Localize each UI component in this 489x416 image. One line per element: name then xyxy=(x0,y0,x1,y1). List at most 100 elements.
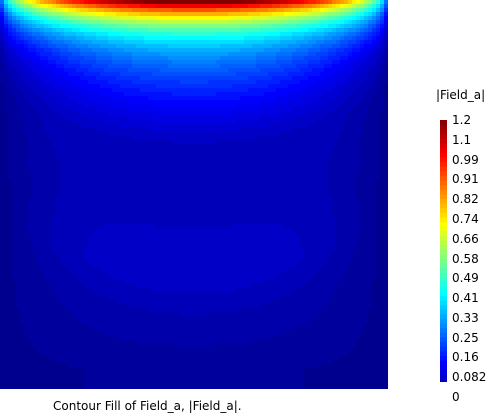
contour-cell xyxy=(260,120,265,125)
contour-cell xyxy=(160,48,165,53)
contour-cell xyxy=(108,64,113,69)
contour-cell xyxy=(152,12,157,17)
contour-cell xyxy=(72,168,77,173)
contour-cell xyxy=(240,12,245,17)
contour-cell xyxy=(260,36,265,41)
contour-cell xyxy=(316,16,321,21)
contour-cell xyxy=(224,196,229,201)
contour-cell xyxy=(384,64,388,69)
contour-cell xyxy=(44,60,49,65)
contour-cell xyxy=(216,136,221,141)
contour-cell xyxy=(8,148,13,153)
contour-cell xyxy=(132,24,137,29)
contour-cell xyxy=(344,184,349,189)
contour-cell xyxy=(140,100,145,105)
contour-cell xyxy=(280,96,285,101)
contour-cell xyxy=(20,132,25,137)
contour-cell xyxy=(0,156,5,161)
contour-cell xyxy=(312,124,317,129)
contour-cell xyxy=(128,176,133,181)
contour-cell xyxy=(284,124,289,129)
contour-cell xyxy=(108,68,113,73)
contour-cell xyxy=(224,112,229,117)
contour-cell xyxy=(248,40,253,45)
contour-cell xyxy=(340,28,345,33)
contour-cell xyxy=(136,20,141,25)
contour-cell xyxy=(12,72,17,77)
contour-cell xyxy=(44,96,49,101)
contour-cell xyxy=(292,176,297,181)
contour-cell xyxy=(208,20,213,25)
contour-cell xyxy=(272,144,277,149)
contour-cell xyxy=(92,0,97,5)
contour-cell xyxy=(372,136,377,141)
contour-cell xyxy=(124,40,129,45)
contour-cell xyxy=(80,192,85,197)
contour-cell xyxy=(160,96,165,101)
contour-cell xyxy=(52,104,57,109)
contour-cell xyxy=(144,196,149,201)
contour-cell xyxy=(304,192,309,197)
contour-cell xyxy=(272,152,277,157)
contour-cell xyxy=(204,192,209,197)
contour-cell xyxy=(284,56,289,61)
contour-cell xyxy=(332,168,337,173)
contour-cell xyxy=(76,88,81,93)
contour-cell xyxy=(132,156,137,161)
contour-cell xyxy=(104,200,109,205)
contour-cell xyxy=(280,132,285,137)
contour-cell xyxy=(132,28,137,33)
contour-cell xyxy=(60,52,65,57)
contour-cell xyxy=(80,100,85,105)
contour-cell xyxy=(292,32,297,37)
contour-cell xyxy=(172,12,177,17)
contour-cell xyxy=(372,112,377,117)
contour-cell xyxy=(8,204,13,209)
contour-cell xyxy=(80,56,85,61)
contour-cell xyxy=(92,140,97,145)
contour-cell xyxy=(4,188,9,193)
contour-cell xyxy=(236,108,241,113)
contour-cell xyxy=(336,20,341,25)
contour-cell xyxy=(32,140,37,145)
contour-cell xyxy=(180,164,185,169)
contour-cell xyxy=(132,200,137,205)
contour-cell xyxy=(348,112,353,117)
contour-cell xyxy=(12,144,17,149)
contour-cell xyxy=(124,192,129,197)
contour-cell xyxy=(200,96,205,101)
contour-cell xyxy=(100,32,105,37)
contour-cell xyxy=(292,36,297,41)
contour-cell xyxy=(128,136,133,141)
contour-cell xyxy=(44,120,49,125)
contour-cell xyxy=(260,132,265,137)
contour-cell xyxy=(372,124,377,129)
contour-cell xyxy=(120,120,125,125)
contour-cell xyxy=(364,148,369,153)
contour-cell xyxy=(332,32,337,37)
contour-cell xyxy=(220,196,225,201)
contour-cell xyxy=(136,64,141,69)
contour-cell xyxy=(28,40,33,45)
contour-cell xyxy=(92,76,97,81)
contour-cell xyxy=(100,68,105,73)
contour-cell xyxy=(112,20,117,25)
contour-cell xyxy=(136,56,141,61)
contour-cell xyxy=(20,20,25,25)
contour-cell xyxy=(108,148,113,153)
contour-cell xyxy=(252,88,257,93)
contour-cell xyxy=(176,0,181,5)
contour-cell xyxy=(324,116,329,121)
contour-cell xyxy=(92,84,97,89)
contour-cell xyxy=(248,152,253,157)
contour-cell xyxy=(260,184,265,189)
contour-cell xyxy=(196,124,201,129)
contour-cell xyxy=(204,148,209,153)
contour-cell xyxy=(148,88,153,93)
contour-cell xyxy=(380,56,385,61)
contour-cell xyxy=(4,88,9,93)
contour-cell xyxy=(56,136,61,141)
contour-cell xyxy=(232,116,237,121)
contour-cell xyxy=(368,188,373,193)
contour-cell xyxy=(132,72,137,77)
